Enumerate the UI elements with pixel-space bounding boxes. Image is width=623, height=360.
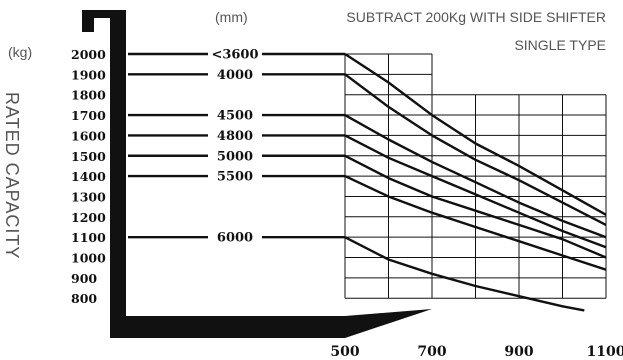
capacity-curve (344, 73, 607, 226)
capacity-curve (344, 114, 607, 239)
y-tick-label: 2000 (71, 47, 106, 62)
y-tick-label: 1400 (71, 169, 106, 184)
x-tick-label: 500 (330, 344, 359, 360)
chart-grid (344, 53, 607, 299)
x-tick-label: 1100 (587, 344, 623, 360)
unit-x-label: (mm) (215, 9, 248, 25)
unit-y-label: (kg) (8, 44, 32, 60)
y-tick-label: 1200 (71, 210, 106, 225)
fork-blade (110, 316, 345, 338)
y-tick-label: 1800 (71, 88, 106, 103)
y-tick-label: 1000 (71, 251, 106, 266)
y-tick-label: 1500 (71, 149, 106, 164)
capacity-curve (344, 175, 607, 271)
axis-ticks: 2000 1900 1800 1700 1600 1500 1400 1300 1200 1100… (71, 47, 623, 360)
mast-height-label: 4500 (217, 109, 253, 124)
mast-height-label: 5500 (217, 170, 253, 185)
mast-height-label: 4000 (217, 68, 253, 83)
mast-height-label: 6000 (217, 231, 253, 246)
y-tick-label: 900 (71, 271, 97, 286)
mast-height-label: <3600 (211, 48, 258, 63)
mast-upright (110, 12, 126, 338)
capacity-curve (344, 154, 607, 259)
y-tick-label: 1700 (71, 108, 106, 123)
x-tick-label: 700 (417, 344, 446, 360)
note-side-shifter: SUBTRACT 200Kg WITH SIDE SHIFTER (346, 9, 606, 25)
y-tick-label: 1100 (71, 230, 106, 245)
note-single-type: SINGLE TYPE (514, 37, 606, 53)
y-axis-title: RATED CAPACITY (2, 92, 22, 260)
y-tick-label: 1900 (71, 67, 106, 82)
capacity-curve (344, 134, 607, 249)
mast-height-label: 4800 (217, 129, 253, 144)
fork-tip (345, 309, 432, 338)
y-tick-label: 1600 (71, 128, 106, 143)
capacity-curve (344, 52, 607, 216)
x-tick-label: 900 (504, 344, 533, 360)
mast-frame (82, 10, 432, 338)
mast-height-label: 5000 (217, 149, 253, 164)
capacity-curves (128, 52, 607, 312)
y-tick-label: 800 (71, 291, 97, 306)
capacity-curve (344, 236, 585, 312)
height-labels: <3600 4000 4500 4800 5000 5500 6000 (211, 48, 258, 246)
y-tick-label: 1300 (71, 189, 106, 204)
